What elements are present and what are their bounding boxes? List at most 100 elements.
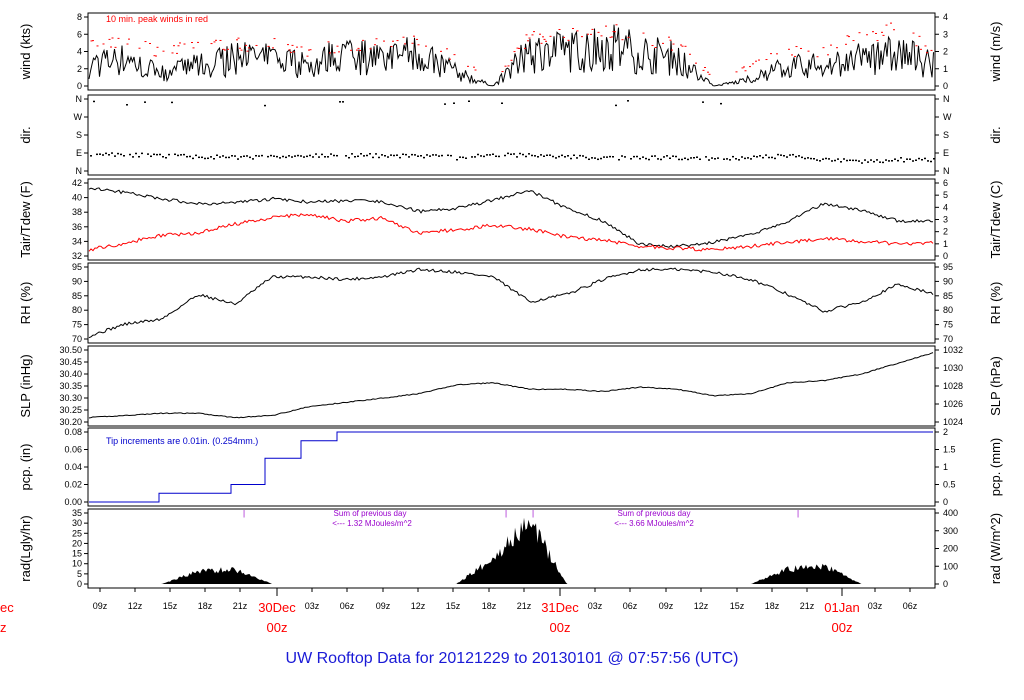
- day-label: 30Dec: [258, 600, 296, 615]
- series-dir-point: [273, 155, 275, 157]
- series-wind-peak: [893, 29, 895, 31]
- series-dir-point: [738, 159, 740, 161]
- page-title: UW Rooftop Data for 20121229 to 20130101…: [285, 650, 739, 667]
- series-dir-point: [819, 160, 821, 162]
- series-dir-point: [405, 153, 407, 156]
- series-rad-area: [89, 517, 934, 584]
- series-dir-point: [825, 157, 827, 160]
- series-dir-point: [522, 153, 524, 156]
- series-wind-peak: [239, 47, 241, 49]
- series-dir-point: [879, 161, 881, 163]
- ytick-label-right-pcp: 2: [943, 427, 948, 437]
- ytick-label-right-wind: 1: [943, 64, 948, 74]
- series-dir-point: [336, 154, 338, 157]
- series-wind-peak: [681, 45, 684, 47]
- ytick-label-right-slp: 1032: [943, 345, 963, 355]
- series-wind-peak: [545, 40, 547, 42]
- ytick-label-right-rh: 85: [943, 291, 953, 301]
- series-dir-point: [912, 160, 914, 162]
- series-dir-point: [291, 156, 293, 158]
- series-wind-peak: [788, 48, 790, 50]
- series-dir-point: [282, 155, 284, 158]
- series-dir-point: [333, 154, 335, 157]
- ylabel-left-dir: dir.: [18, 126, 33, 143]
- ytick-label-right-temp: 0: [943, 251, 948, 261]
- series-dir-point: [456, 158, 458, 161]
- series-wind-peak: [920, 48, 922, 50]
- ytick-label-right-rad: 100: [943, 561, 958, 571]
- series-dir-point: [783, 155, 785, 157]
- series-wind-peak: [542, 36, 544, 38]
- series-wind-peak: [156, 46, 159, 48]
- ytick-label-right-pcp: 0: [943, 497, 948, 507]
- ytick-label-left-pcp: 0.06: [64, 445, 82, 455]
- series-dir-point: [420, 155, 422, 157]
- series-wind-peak: [707, 71, 709, 73]
- series-dir-point: [387, 156, 389, 158]
- series-wind-peak: [300, 46, 303, 48]
- series-wind-peak: [875, 32, 877, 34]
- series-wind-peak: [510, 59, 513, 61]
- series-dir-point: [795, 155, 797, 158]
- ytick-label-left-rad: 10: [72, 559, 82, 569]
- series-wind-peak: [513, 51, 516, 53]
- series-dir-point: [378, 156, 380, 159]
- series-dir-point: [585, 156, 587, 159]
- series-wind-peak: [474, 69, 477, 71]
- series-dir-point: [393, 154, 395, 157]
- ytick-label-right-rh: 70: [943, 334, 953, 344]
- series-dir-point: [342, 101, 344, 103]
- ytick-label-left-rad: 35: [72, 508, 82, 518]
- ylabel-left-pcp: pcp. (in): [18, 444, 33, 491]
- series-dir-point: [177, 154, 179, 157]
- series-dir-point: [453, 102, 455, 104]
- ytick-label-left-temp: 38: [72, 207, 82, 217]
- series-dir-point: [171, 101, 173, 104]
- series-wind-peak: [467, 65, 469, 67]
- ytick-label-left-rad: 30: [72, 518, 82, 528]
- series-dir-point: [351, 153, 353, 155]
- series-wind-peak: [213, 41, 216, 43]
- series-wind-peak: [237, 37, 240, 39]
- series-slp-line: [88, 352, 934, 419]
- series-dir-point: [135, 152, 137, 155]
- ytick-label-left-dir: S: [76, 130, 82, 140]
- ytick-label-right-temp: 4: [943, 202, 948, 212]
- ytick-label-left-pcp: 0.08: [64, 427, 82, 437]
- series-dir-point: [213, 158, 215, 160]
- series-wind-peak: [885, 24, 888, 26]
- series-dir-point: [816, 159, 818, 161]
- series-dir-point: [516, 156, 518, 158]
- series-wind-peak: [872, 31, 874, 33]
- series-wind-peak: [770, 53, 772, 55]
- ytick-label-right-slp: 1024: [943, 417, 963, 427]
- series-wind-peak: [155, 55, 157, 57]
- series-dir-point: [189, 155, 191, 158]
- series-dir-point: [195, 154, 197, 157]
- ytick-label-right-pcp: 1.5: [943, 445, 956, 455]
- series-dir-point: [699, 158, 701, 161]
- series-dir-point: [747, 157, 749, 159]
- series-wind-peak: [296, 46, 298, 48]
- series-wind-peak: [291, 44, 294, 46]
- ytick-label-left-dir: N: [76, 166, 83, 176]
- series-wind-peak: [383, 40, 385, 42]
- series-dir-point: [606, 156, 608, 158]
- series-dir-point: [198, 156, 200, 159]
- series-dir-point: [237, 158, 239, 160]
- ylabel-right-temp: Tair/Tdew (C): [988, 180, 1003, 258]
- series-wind-peak: [744, 70, 747, 72]
- ytick-label-right-rh: 80: [943, 305, 953, 315]
- series-wind-peak: [255, 44, 258, 46]
- series-dir-point: [822, 158, 824, 160]
- ytick-label-right-rad: 300: [943, 526, 958, 536]
- series-dir-point: [873, 160, 875, 163]
- series-wind-peak: [684, 45, 687, 47]
- series-wind-peak: [362, 39, 364, 41]
- series-wind-peak: [702, 69, 705, 71]
- series-dir-point: [207, 157, 209, 160]
- ytick-label-right-wind: 2: [943, 47, 948, 57]
- series-dir-point: [519, 152, 521, 155]
- series-dir-point: [903, 160, 905, 163]
